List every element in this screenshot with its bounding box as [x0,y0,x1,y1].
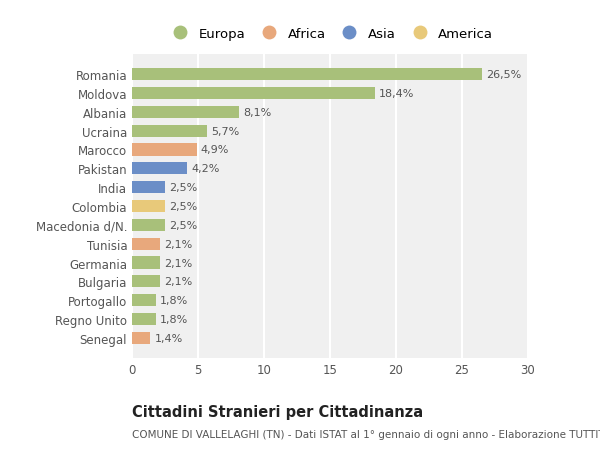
Text: 2,5%: 2,5% [169,220,197,230]
Text: 18,4%: 18,4% [379,89,414,99]
Bar [132,125,207,137]
Text: 2,1%: 2,1% [164,277,192,287]
Text: 2,1%: 2,1% [164,239,192,249]
Bar [132,313,156,325]
Text: COMUNE DI VALLELAGHI (TN) - Dati ISTAT al 1° gennaio di ogni anno - Elaborazione: COMUNE DI VALLELAGHI (TN) - Dati ISTAT a… [132,429,600,439]
Bar [132,106,239,119]
Bar [132,163,187,175]
Text: 4,2%: 4,2% [191,164,220,174]
Text: 2,5%: 2,5% [169,202,197,212]
Bar [132,219,165,231]
Legend: Europa, Africa, Asia, America: Europa, Africa, Asia, America [164,25,496,44]
Text: 4,9%: 4,9% [200,145,229,155]
Text: 2,1%: 2,1% [164,258,192,268]
Bar [132,69,482,81]
Bar [132,257,160,269]
Text: 1,8%: 1,8% [160,296,188,306]
Bar [132,144,197,156]
Text: 5,7%: 5,7% [211,126,239,136]
Bar [132,182,165,194]
Text: 1,4%: 1,4% [154,333,182,343]
Bar [132,294,156,307]
Bar [132,276,160,288]
Text: Cittadini Stranieri per Cittadinanza: Cittadini Stranieri per Cittadinanza [132,404,423,419]
Bar [132,201,165,213]
Text: 1,8%: 1,8% [160,314,188,325]
Text: 26,5%: 26,5% [486,70,521,80]
Bar [132,88,375,100]
Text: 8,1%: 8,1% [243,107,271,118]
Text: 2,5%: 2,5% [169,183,197,193]
Bar [132,332,151,344]
Bar [132,238,160,250]
